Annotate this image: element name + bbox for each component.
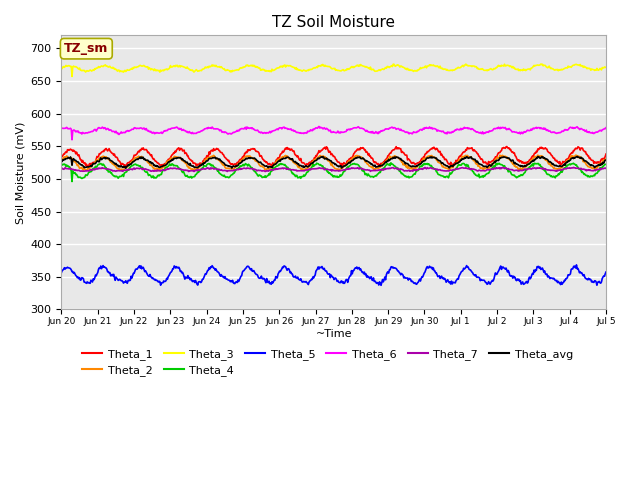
Theta_7 (58, 166, 65, 172)
Theta_3 (179, 64, 187, 70)
Title: TZ Soil Moisture: TZ Soil Moisture (272, 15, 395, 30)
Theta_4 (208, 162, 216, 168)
Theta_avg (124, 162, 132, 168)
Line: Theta_1: Theta_1 (61, 146, 606, 167)
Theta_4 (401, 174, 409, 180)
Theta_4 (67, 168, 75, 174)
Theta_avg (179, 157, 187, 163)
Theta_3 (67, 63, 75, 69)
Theta_1 (67, 147, 75, 153)
Theta_7 (124, 167, 131, 172)
Theta_avg (401, 159, 408, 165)
Theta_4 (602, 161, 610, 167)
Line: Theta_avg: Theta_avg (61, 156, 606, 168)
Theta_2 (208, 154, 216, 159)
Line: Theta_7: Theta_7 (61, 168, 606, 171)
Theta_2 (179, 157, 187, 163)
Theta_2 (401, 162, 408, 168)
Theta_7 (421, 165, 429, 170)
Theta_7 (185, 168, 193, 174)
Line: Theta_4: Theta_4 (61, 163, 606, 181)
Theta_1 (602, 151, 610, 157)
Theta_4 (58, 161, 65, 167)
Theta_3 (68, 73, 76, 79)
Line: Theta_2: Theta_2 (61, 155, 606, 171)
Theta_5 (377, 282, 385, 288)
Theta_3 (417, 65, 424, 71)
Text: TZ_sm: TZ_sm (64, 42, 109, 55)
Theta_1 (417, 159, 424, 165)
Theta_6 (208, 124, 216, 130)
Theta_1 (179, 148, 187, 154)
Theta_2 (417, 161, 424, 167)
Theta_3 (124, 67, 132, 73)
X-axis label: ~Time: ~Time (316, 329, 352, 339)
Theta_6 (602, 125, 610, 131)
Theta_5 (179, 269, 186, 275)
Theta_5 (67, 267, 75, 273)
Theta_7 (417, 166, 424, 172)
Theta_4 (68, 179, 76, 184)
Theta_2 (602, 156, 610, 162)
Theta_7 (401, 168, 408, 174)
Theta_avg (573, 154, 581, 159)
Theta_avg (122, 165, 130, 171)
Theta_3 (537, 61, 545, 67)
Theta_6 (58, 126, 65, 132)
Theta_7 (179, 167, 186, 172)
Theta_1 (208, 147, 216, 153)
Theta_7 (67, 166, 75, 172)
Theta_5 (573, 262, 580, 268)
Theta_avg (58, 159, 65, 165)
Theta_6 (124, 128, 132, 133)
Theta_1 (58, 153, 65, 159)
Y-axis label: Soil Moisture (mV): Soil Moisture (mV) (15, 121, 25, 224)
Line: Theta_5: Theta_5 (61, 265, 606, 285)
Theta_4 (179, 168, 187, 174)
Theta_5 (58, 270, 65, 276)
Theta_1 (83, 164, 91, 169)
Theta_2 (154, 168, 161, 174)
Theta_avg (417, 161, 424, 167)
Legend: Theta_1, Theta_2, Theta_3, Theta_4, Theta_5, Theta_6, Theta_7, Theta_avg: Theta_1, Theta_2, Theta_3, Theta_4, Thet… (78, 345, 577, 381)
Theta_6 (417, 127, 425, 132)
Theta_avg (602, 157, 610, 163)
Theta_5 (417, 278, 424, 284)
Theta_6 (315, 123, 323, 129)
Theta_5 (401, 274, 408, 280)
Theta_3 (401, 65, 408, 71)
Theta_3 (58, 66, 65, 72)
Theta_3 (208, 62, 216, 68)
Theta_5 (207, 264, 215, 270)
Theta_1 (401, 151, 408, 157)
Theta_3 (602, 64, 610, 70)
Theta_6 (179, 127, 187, 132)
Theta_7 (208, 165, 216, 171)
Theta_6 (68, 137, 76, 143)
Theta_4 (417, 164, 425, 169)
Theta_6 (401, 129, 409, 135)
Theta_2 (124, 164, 131, 170)
Theta_2 (534, 152, 541, 158)
Theta_5 (602, 269, 610, 275)
Theta_6 (67, 126, 75, 132)
Theta_1 (503, 144, 511, 149)
Theta_2 (67, 156, 75, 162)
Theta_5 (124, 280, 131, 286)
Theta_7 (602, 166, 610, 171)
Theta_4 (387, 160, 395, 166)
Theta_avg (67, 156, 75, 162)
Line: Theta_6: Theta_6 (61, 126, 606, 140)
Theta_4 (124, 167, 132, 172)
Line: Theta_3: Theta_3 (61, 64, 606, 76)
Theta_2 (58, 158, 65, 164)
Theta_avg (208, 155, 216, 161)
Theta_1 (124, 160, 132, 166)
